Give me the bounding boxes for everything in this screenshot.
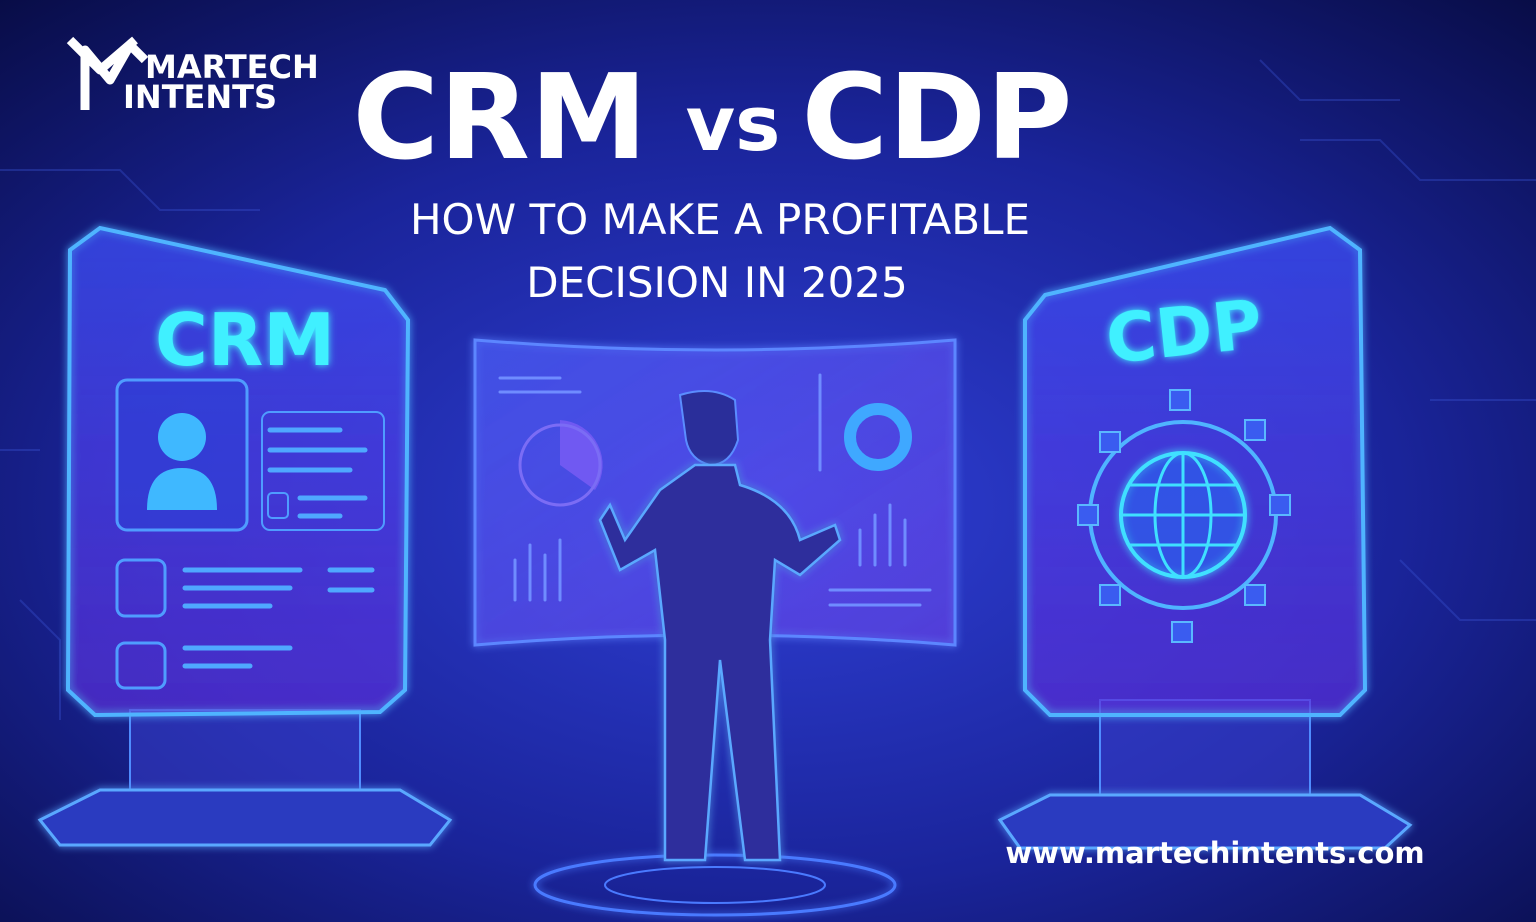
stand [129, 709, 361, 801]
panel-label: CDP [1102, 285, 1266, 380]
logo-text: MARTECH [145, 48, 319, 86]
body [598, 463, 842, 862]
panel-label: CRM [155, 298, 335, 382]
globe-lines [1121, 451, 1245, 579]
screen-lines [498, 373, 932, 607]
logo: MARTECH INTENTS [66, 36, 319, 116]
floor-ring [604, 866, 826, 904]
floor-ring [533, 853, 897, 917]
url: www.martechintents.com [1005, 836, 1424, 870]
pie-icon [560, 420, 603, 490]
stand-base [37, 788, 453, 847]
stand-base [997, 793, 1413, 850]
title: vs [686, 79, 781, 168]
info-lines [182, 427, 375, 669]
icon-box [267, 492, 289, 519]
donut-icon [844, 403, 912, 471]
pie-icon [518, 423, 602, 507]
circuit-lines [0, 59, 1536, 720]
head [678, 390, 740, 467]
icon-box [115, 641, 167, 690]
person [598, 390, 842, 862]
subtitle: DECISION IN 2025 [526, 258, 908, 307]
cdp-panel: CDP [997, 225, 1413, 850]
globe-nodes [1077, 389, 1291, 643]
crm-panel: CRM [37, 225, 453, 847]
avatar-head [158, 413, 206, 461]
avatar-body [147, 468, 217, 510]
info-card [261, 411, 385, 531]
title: CRM [353, 48, 648, 186]
title: CDP [801, 48, 1072, 186]
icon-box [115, 558, 167, 618]
logo-text: INTENTS [123, 78, 277, 116]
logo-mark [66, 36, 149, 110]
subtitle: HOW TO MAKE A PROFITABLE [410, 195, 1030, 244]
